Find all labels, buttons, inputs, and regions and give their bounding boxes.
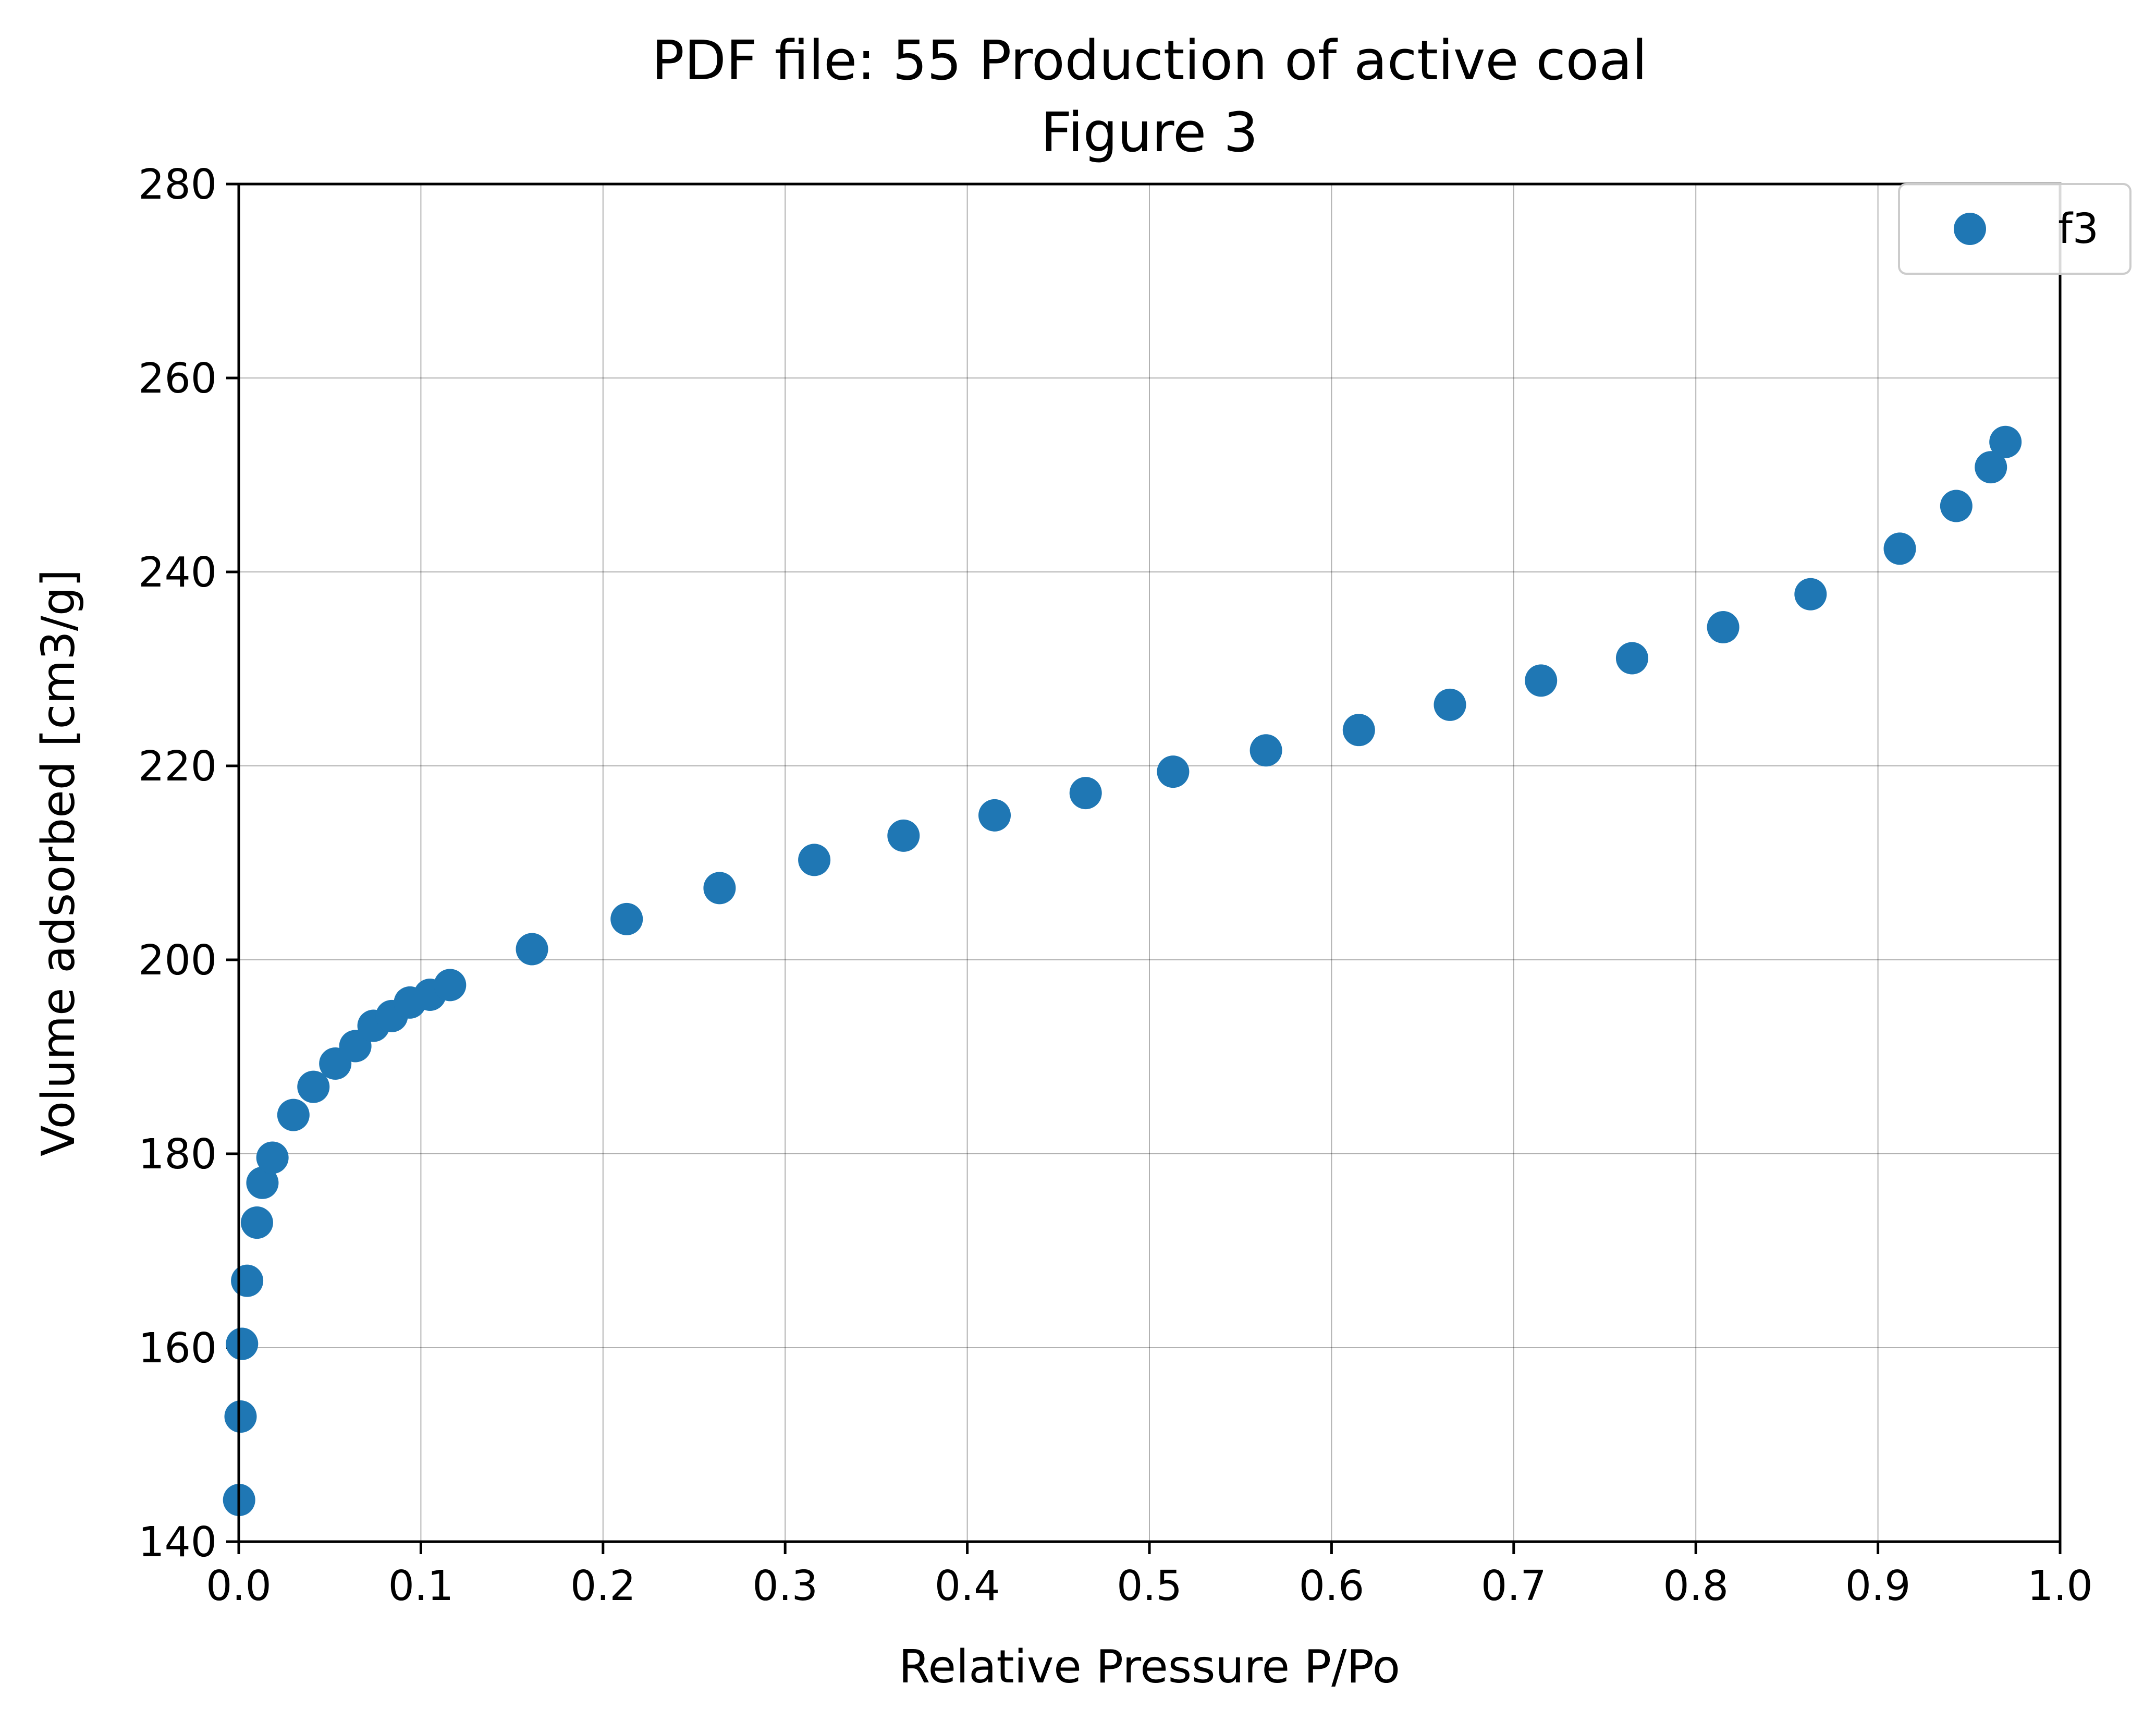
y-tick-label: 140: [138, 1518, 217, 1566]
x-axis-label: Relative Pressure P/Po: [899, 1640, 1400, 1693]
data-point: [224, 1400, 257, 1433]
data-point: [1975, 451, 2007, 484]
x-tick-label: 0.5: [1117, 1562, 1182, 1610]
data-point: [1342, 714, 1375, 747]
data-point: [297, 1070, 330, 1103]
data-point: [277, 1098, 310, 1131]
data-point: [256, 1141, 289, 1174]
data-point: [1989, 425, 2022, 458]
data-point: [1525, 664, 1558, 697]
y-tick-label: 260: [138, 355, 217, 402]
x-tick-label: 0.4: [935, 1562, 1000, 1610]
data-point: [978, 799, 1011, 832]
y-tick-label: 280: [138, 161, 217, 209]
x-tick-label: 0.7: [1481, 1562, 1547, 1610]
data-point: [703, 872, 736, 905]
x-tick-label: 1.0: [2027, 1562, 2093, 1610]
data-point: [1794, 578, 1827, 611]
data-point: [798, 844, 831, 876]
data-point: [610, 902, 643, 935]
legend-marker-f3: [1954, 213, 1986, 245]
legend-label-f3: f3: [2058, 205, 2099, 253]
y-tick-label: 200: [138, 936, 217, 984]
x-tick-label: 0.2: [570, 1562, 636, 1610]
data-point: [1434, 688, 1466, 721]
legend-box: [1898, 183, 2132, 275]
chart-title: PDF file: 55 Production of active coal: [652, 29, 1647, 92]
data-point: [240, 1206, 273, 1239]
data-point: [1707, 611, 1740, 644]
data-point: [516, 933, 548, 966]
data-point: [1069, 777, 1102, 810]
y-tick-label: 240: [138, 548, 217, 596]
chart-subtitle: Figure 3: [1041, 101, 1258, 164]
x-tick-label: 0.8: [1663, 1562, 1729, 1610]
axes-frame: [237, 182, 2062, 1543]
data-point: [1250, 734, 1282, 767]
data-point: [231, 1264, 264, 1297]
data-point: [1157, 755, 1190, 788]
data-point: [887, 819, 920, 852]
data-point: [434, 969, 467, 1002]
scatter-series-f3: [223, 425, 2022, 1517]
data-point: [1615, 642, 1648, 675]
y-tick-label: 180: [138, 1130, 217, 1178]
legend: f3: [1898, 183, 2132, 275]
x-tick-label: 0.3: [752, 1562, 818, 1610]
data-point: [246, 1166, 279, 1199]
data-point: [1883, 532, 1916, 565]
x-tick-label: 0.1: [388, 1562, 454, 1610]
y-tick-label: 160: [138, 1324, 217, 1372]
data-point: [226, 1327, 259, 1360]
x-tick-label: 0.6: [1299, 1562, 1365, 1610]
data-point: [1940, 490, 1973, 522]
y-axis-label: Volume adsorbed [cm3/g]: [32, 569, 85, 1156]
x-tick-label: 0.0: [206, 1562, 272, 1610]
axis-ticks: 0.0 0.1 0.2 0.3 0.4 0.5 0.6 0.7 0.8 0.9 1.0 140 160 1…: [138, 161, 2093, 1610]
x-tick-label: 0.9: [1845, 1562, 1911, 1610]
y-tick-label: 220: [138, 742, 217, 790]
